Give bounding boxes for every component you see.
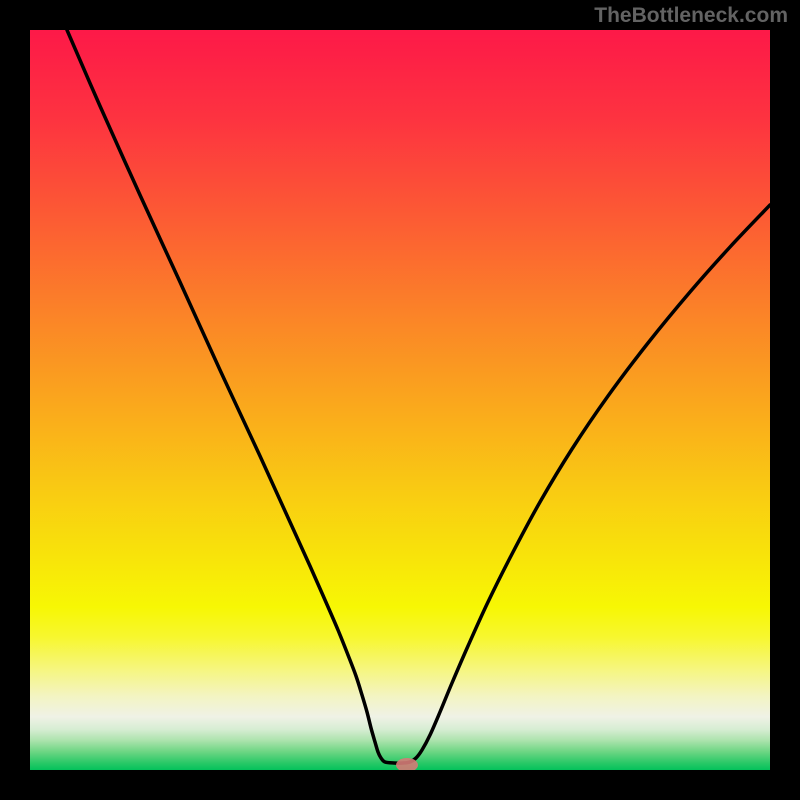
watermark-text: TheBottleneck.com [594, 4, 788, 28]
bottleneck-chart [0, 0, 800, 800]
optimum-marker [396, 758, 418, 772]
chart-container: { "watermark": { "text": "TheBottleneck.… [0, 0, 800, 800]
plot-background [30, 30, 770, 770]
